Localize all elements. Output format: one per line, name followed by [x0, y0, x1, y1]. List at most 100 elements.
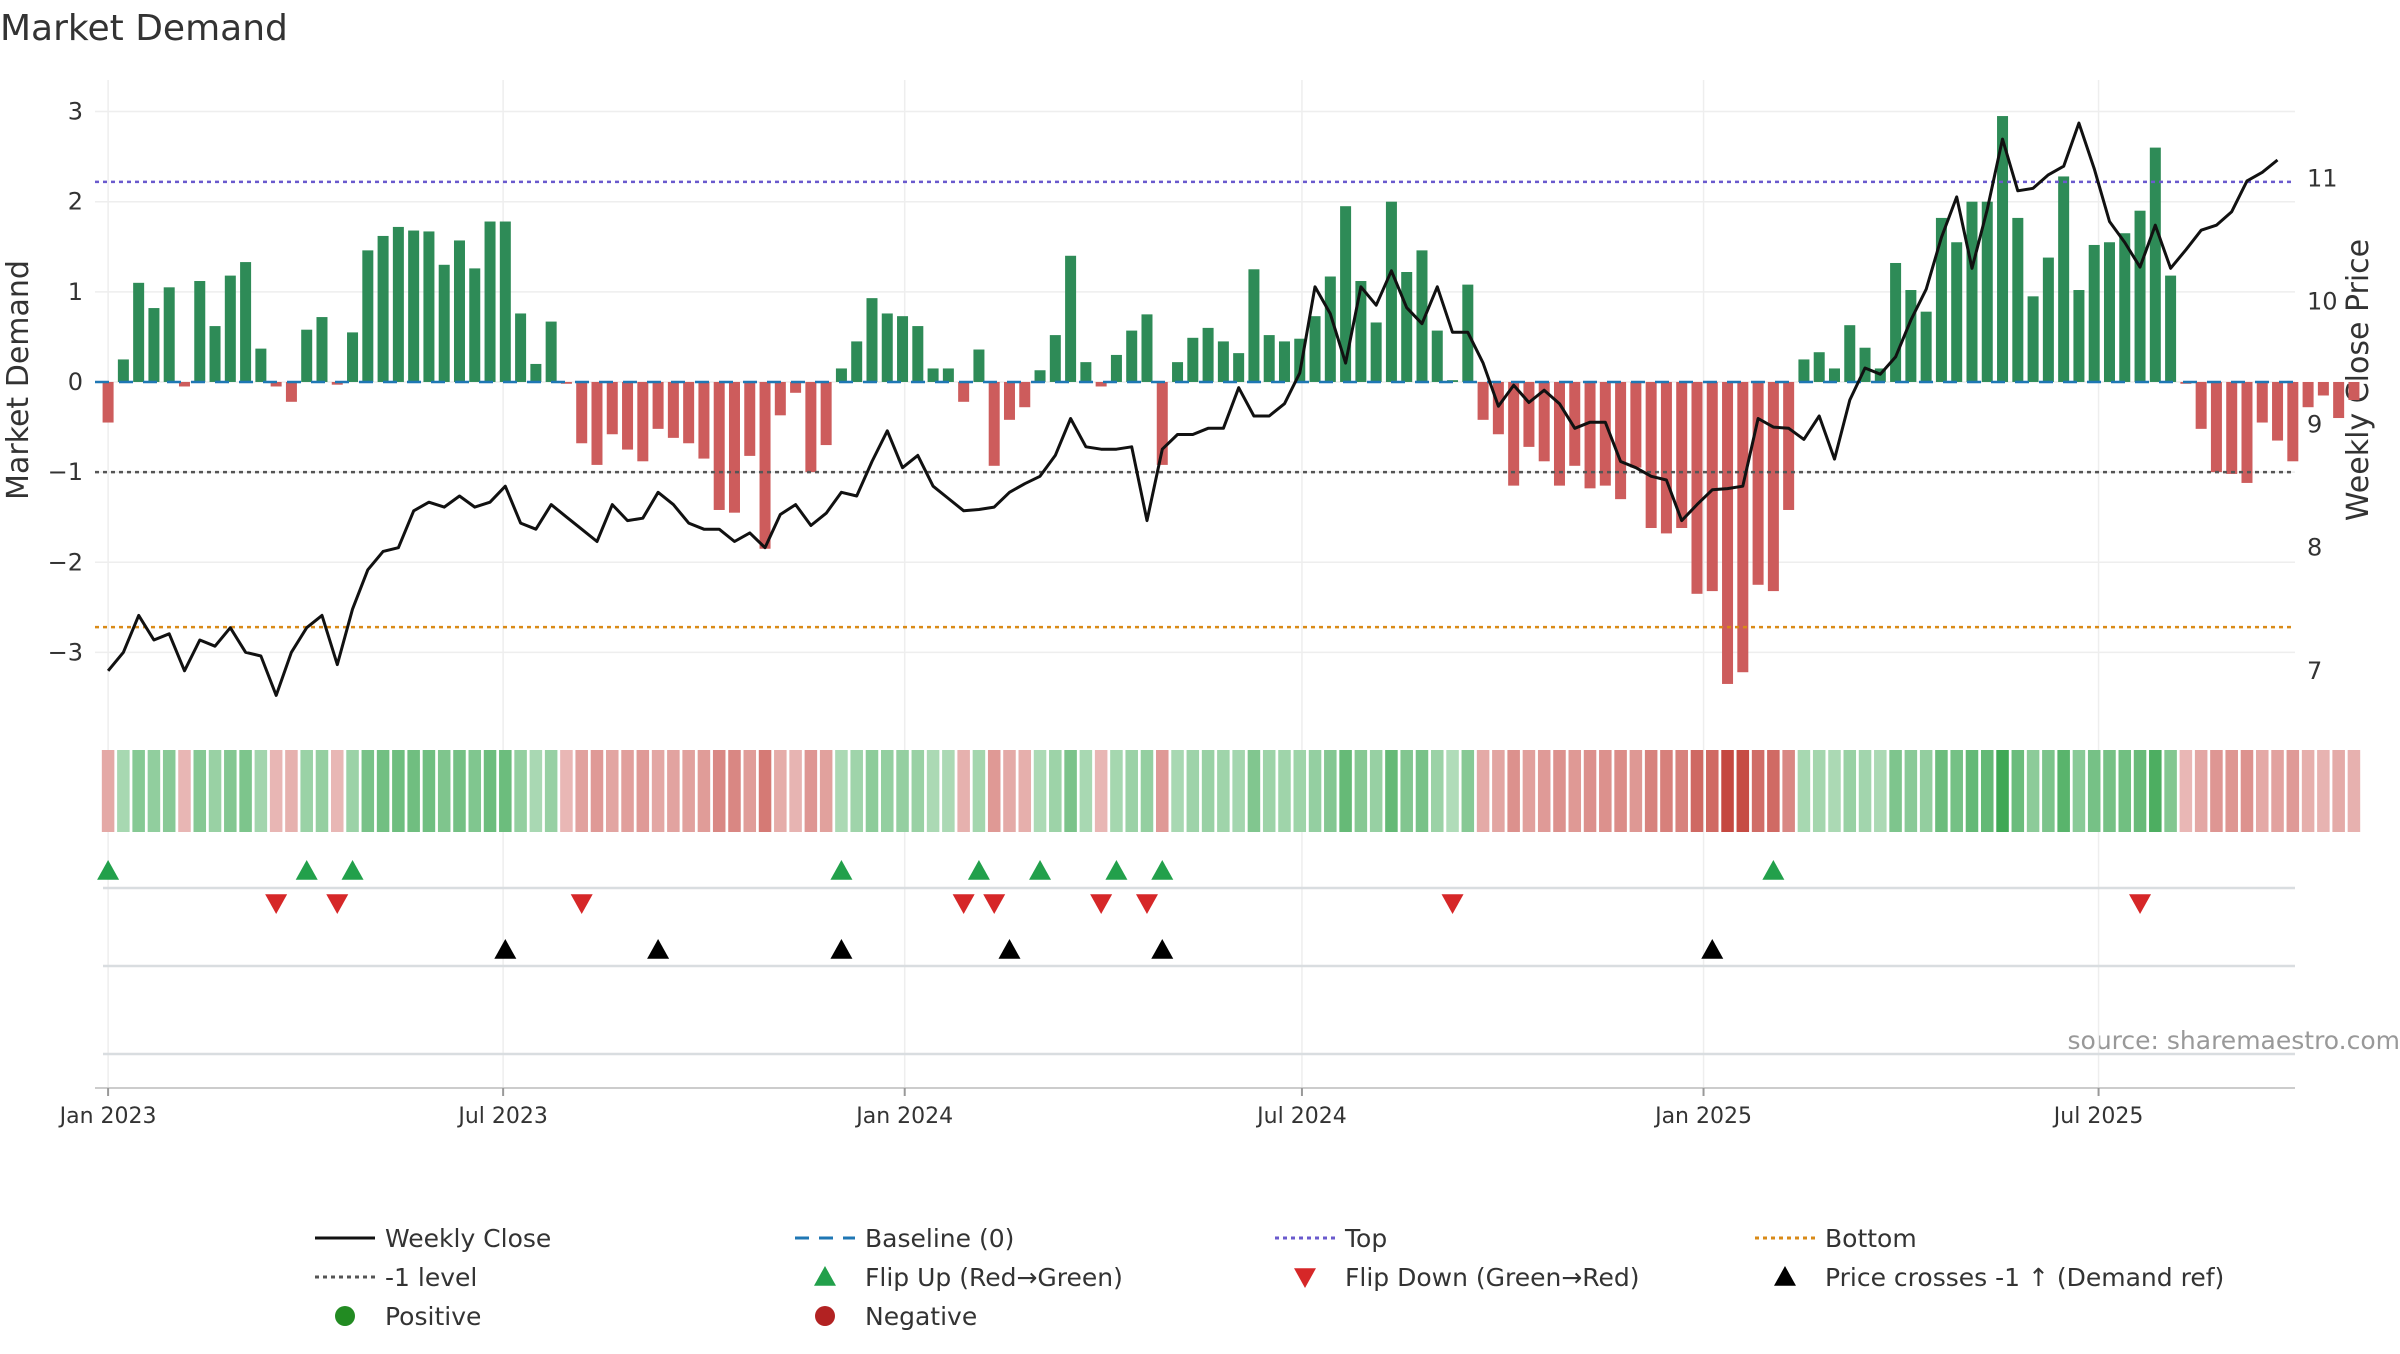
heat-cell: [606, 750, 619, 832]
heat-cell: [667, 750, 680, 832]
heat-cell: [2118, 750, 2131, 832]
demand-bar: [912, 326, 923, 382]
heat-cell: [1568, 750, 1581, 832]
heat-cell: [1981, 750, 1994, 832]
demand-bar: [1798, 359, 1809, 382]
heat-cell: [2042, 750, 2055, 832]
demand-bar: [1187, 338, 1198, 382]
demand-bar: [1401, 272, 1412, 382]
flip-up-marker: [1151, 860, 1173, 880]
demand-bar: [1019, 382, 1030, 407]
legend-label: Top: [1344, 1224, 1387, 1253]
heat-cell: [1798, 750, 1811, 832]
demand-bar: [1691, 382, 1702, 594]
demand-bar: [2257, 382, 2268, 423]
heat-cell: [300, 750, 313, 832]
flip-up-marker: [1762, 860, 1784, 880]
demand-bar: [286, 382, 297, 402]
demand-bar: [821, 382, 832, 445]
heat-cell: [637, 750, 650, 832]
heat-cell: [1309, 750, 1322, 832]
heat-cell: [346, 750, 359, 832]
demand-bar: [943, 368, 954, 382]
flip-down-marker: [265, 894, 287, 914]
legend-label: Weekly Close: [385, 1224, 551, 1253]
demand-bar: [485, 222, 496, 382]
demand-bar: [2089, 245, 2100, 382]
demand-bar: [805, 382, 816, 472]
demand-bar: [2272, 382, 2283, 441]
flip-down-marker: [571, 894, 593, 914]
heat-cell: [1859, 750, 1872, 832]
left-tick-label: 0: [68, 368, 83, 396]
demand-bar: [2119, 233, 2130, 382]
demand-bar: [1386, 202, 1397, 382]
heat-cell: [453, 750, 466, 832]
x-tick-label: Jul 2025: [2052, 1104, 2144, 1129]
flip-down-marker: [953, 894, 975, 914]
heat-cell: [682, 750, 695, 832]
heat-cell: [1523, 750, 1536, 832]
heat-cell: [1721, 750, 1734, 832]
demand-bar: [378, 236, 389, 382]
demand-bar: [790, 382, 801, 393]
demand-bar: [1707, 382, 1718, 591]
heat-cell: [1095, 750, 1108, 832]
heat-cell: [270, 750, 283, 832]
demand-bar: [1753, 382, 1764, 585]
heat-cell: [484, 750, 497, 832]
demand-bar: [439, 265, 450, 382]
heat-cell: [2332, 750, 2345, 832]
demand-bar: [1065, 256, 1076, 382]
legend-item: Baseline (0): [795, 1224, 1014, 1253]
heat-cell: [1966, 750, 1979, 832]
demand-bar: [1661, 382, 1672, 533]
demand-bar: [1310, 316, 1321, 382]
left-tick-label: 3: [68, 98, 83, 126]
demand-bar: [1432, 331, 1443, 382]
x-tick-label: Jan 2024: [854, 1104, 953, 1129]
demand-bar: [1768, 382, 1779, 591]
heat-cell: [1645, 750, 1658, 832]
heat-cell: [850, 750, 863, 832]
demand-bar: [928, 368, 939, 382]
heat-cell: [591, 750, 604, 832]
heat-cell: [1691, 750, 1704, 832]
close-price-line: [108, 123, 2277, 695]
demand-bar: [1172, 362, 1183, 382]
flip-up-marker: [296, 860, 318, 880]
left-axis-label: Market Demand: [1, 260, 36, 500]
heat-cell: [1935, 750, 1948, 832]
heat-cell: [1813, 750, 1826, 832]
legend-item: Flip Down (Green→Red): [1294, 1263, 1640, 1292]
demand-bar: [362, 250, 373, 382]
heat-cell: [1355, 750, 1368, 832]
demand-bar: [2058, 176, 2069, 382]
demand-bar: [194, 281, 205, 382]
demand-bar: [1111, 355, 1122, 382]
heat-cell: [2256, 750, 2269, 832]
legend-swatch-triangle: [1774, 1266, 1796, 1286]
cross-up-marker: [647, 939, 669, 959]
demand-bar: [836, 368, 847, 382]
heat-cell: [514, 750, 527, 832]
heat-cell: [163, 750, 176, 832]
heat-cell: [255, 750, 268, 832]
demand-bar: [683, 382, 694, 443]
heat-cell: [102, 750, 115, 832]
heat-cell: [728, 750, 741, 832]
heat-cell: [1064, 750, 1077, 832]
demand-bar: [1355, 281, 1366, 382]
heat-cell: [1767, 750, 1780, 832]
heat-cell: [2348, 750, 2361, 832]
demand-bar: [148, 308, 159, 382]
heat-cell: [1462, 750, 1475, 832]
demand-bar: [546, 322, 557, 382]
heat-cell: [927, 750, 940, 832]
legend-label: Price crosses -1 ↑ (Demand ref): [1825, 1263, 2224, 1292]
demand-bar: [958, 382, 969, 402]
heat-cell: [1049, 750, 1062, 832]
heat-cell: [713, 750, 726, 832]
